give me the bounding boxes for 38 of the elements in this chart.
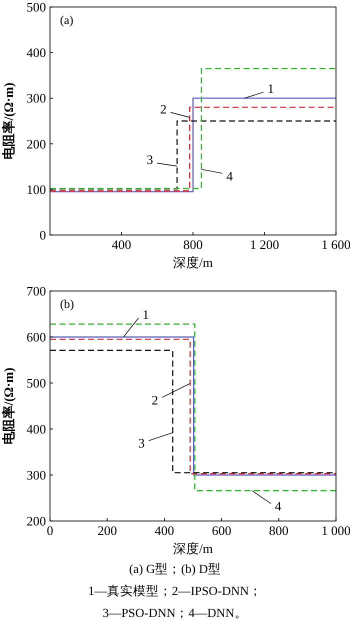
y-tick-label: 400 (26, 422, 46, 436)
y-tick-label: 600 (26, 330, 46, 344)
y-tick-label: 500 (26, 0, 46, 14)
y-tick-label: 400 (26, 45, 46, 60)
text: 3—PSO-DNN；4—DNN。 (102, 606, 248, 620)
annotation: 3 (138, 436, 145, 451)
y-tick-label: 0 (40, 228, 46, 242)
x-axis-title: 深度/m (173, 541, 213, 556)
y-tick-label: 700 (26, 284, 46, 298)
y-tick-label: 200 (26, 136, 46, 152)
annotation: 4 (274, 498, 282, 514)
x-tick-label: 200 (97, 523, 117, 538)
x-tick-label: 1 600 (321, 237, 350, 252)
annotation: 2 (152, 392, 158, 408)
y-tick-label: 200 (26, 514, 46, 528)
x-tick-label: 400 (112, 237, 132, 252)
text: (a) (60, 13, 74, 27)
annotation: 1 (142, 307, 149, 322)
y-axis-title: 电阻率/(Ω·m) (0, 368, 16, 444)
y-tick-label: 500 (26, 376, 46, 390)
annotation: 4 (226, 168, 234, 184)
x-tick-label: 1 200 (250, 237, 280, 252)
annotation: 3 (146, 152, 154, 168)
text: (a) G型；(b) D型 (129, 562, 221, 576)
x-tick-label: 400 (154, 523, 174, 538)
annotation: 1 (267, 81, 274, 96)
x-tick-label: 800 (269, 523, 289, 538)
y-axis-title: 电阻率/(Ω·m) (0, 82, 16, 160)
x-tick-label: 1 000 (321, 523, 350, 538)
text: (b) (60, 297, 74, 311)
x-tick-label: 600 (212, 523, 232, 538)
y-tick-label: 100 (26, 182, 46, 197)
y-tick-label: 300 (26, 468, 46, 482)
y-tick-label: 300 (26, 90, 46, 106)
x-axis-title: 深度/m (173, 255, 213, 270)
x-tick-label: 800 (183, 237, 203, 252)
text: 1—真实模型；2—IPSO-DNN； (88, 584, 262, 598)
annotation: 2 (160, 101, 167, 116)
